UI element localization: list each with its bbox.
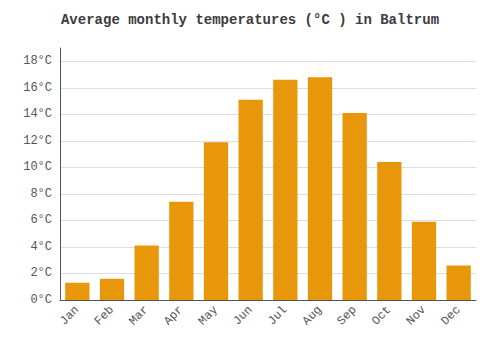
svg-text:Aug: Aug: [300, 303, 325, 328]
svg-text:Feb: Feb: [92, 303, 117, 328]
svg-text:Jan: Jan: [57, 303, 82, 328]
svg-text:May: May: [196, 303, 221, 328]
svg-text:6°C: 6°C: [30, 213, 52, 227]
svg-text:Jul: Jul: [265, 303, 290, 328]
svg-text:14°C: 14°C: [23, 107, 52, 121]
svg-text:12°C: 12°C: [23, 134, 52, 148]
svg-text:16°C: 16°C: [23, 81, 52, 95]
svg-text:Mar: Mar: [126, 303, 151, 328]
svg-text:4°C: 4°C: [30, 240, 52, 254]
svg-text:Sep: Sep: [334, 303, 359, 328]
svg-text:Nov: Nov: [404, 303, 429, 328]
svg-text:8°C: 8°C: [30, 187, 52, 201]
svg-text:Average monthly temperatures (: Average monthly temperatures (°C ) in Ba…: [61, 12, 439, 28]
svg-text:Apr: Apr: [161, 303, 186, 328]
svg-text:2°C: 2°C: [30, 266, 52, 280]
svg-text:Oct: Oct: [369, 303, 394, 328]
svg-text:Dec: Dec: [438, 303, 463, 328]
svg-text:Jun: Jun: [230, 303, 255, 328]
svg-text:0°C: 0°C: [30, 293, 52, 307]
svg-text:10°C: 10°C: [23, 160, 52, 174]
svg-text:18°C: 18°C: [23, 54, 52, 68]
